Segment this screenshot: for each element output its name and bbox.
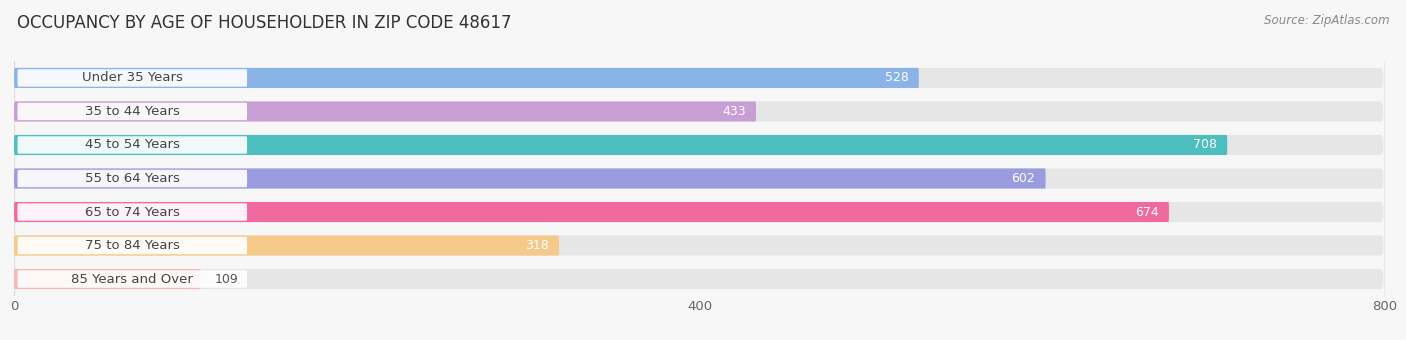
Text: 55 to 64 Years: 55 to 64 Years <box>84 172 180 185</box>
FancyBboxPatch shape <box>14 101 756 121</box>
Text: 109: 109 <box>215 273 238 286</box>
FancyBboxPatch shape <box>17 136 247 154</box>
FancyBboxPatch shape <box>14 135 1227 155</box>
Text: 85 Years and Over: 85 Years and Over <box>72 273 193 286</box>
FancyBboxPatch shape <box>14 83 1385 207</box>
Text: 75 to 84 Years: 75 to 84 Years <box>84 239 180 252</box>
FancyBboxPatch shape <box>14 50 1385 173</box>
FancyBboxPatch shape <box>17 203 247 221</box>
Text: 528: 528 <box>884 71 908 84</box>
Text: 602: 602 <box>1011 172 1035 185</box>
Text: 35 to 44 Years: 35 to 44 Years <box>84 105 180 118</box>
FancyBboxPatch shape <box>17 69 247 87</box>
Text: 433: 433 <box>723 105 745 118</box>
FancyBboxPatch shape <box>14 217 1385 340</box>
FancyBboxPatch shape <box>14 68 920 88</box>
FancyBboxPatch shape <box>14 269 201 289</box>
FancyBboxPatch shape <box>17 237 247 254</box>
Text: 318: 318 <box>524 239 548 252</box>
FancyBboxPatch shape <box>14 184 1385 307</box>
FancyBboxPatch shape <box>14 236 560 256</box>
FancyBboxPatch shape <box>14 150 1385 274</box>
Text: 708: 708 <box>1192 138 1218 152</box>
Text: 674: 674 <box>1135 205 1159 219</box>
FancyBboxPatch shape <box>14 117 1385 240</box>
FancyBboxPatch shape <box>14 168 1046 189</box>
Text: Under 35 Years: Under 35 Years <box>82 71 183 84</box>
FancyBboxPatch shape <box>14 202 1168 222</box>
FancyBboxPatch shape <box>14 16 1385 140</box>
Text: 45 to 54 Years: 45 to 54 Years <box>84 138 180 152</box>
Text: OCCUPANCY BY AGE OF HOUSEHOLDER IN ZIP CODE 48617: OCCUPANCY BY AGE OF HOUSEHOLDER IN ZIP C… <box>17 14 512 32</box>
FancyBboxPatch shape <box>17 170 247 187</box>
Text: 65 to 74 Years: 65 to 74 Years <box>84 205 180 219</box>
FancyBboxPatch shape <box>17 103 247 120</box>
FancyBboxPatch shape <box>17 270 247 288</box>
Text: Source: ZipAtlas.com: Source: ZipAtlas.com <box>1264 14 1389 27</box>
